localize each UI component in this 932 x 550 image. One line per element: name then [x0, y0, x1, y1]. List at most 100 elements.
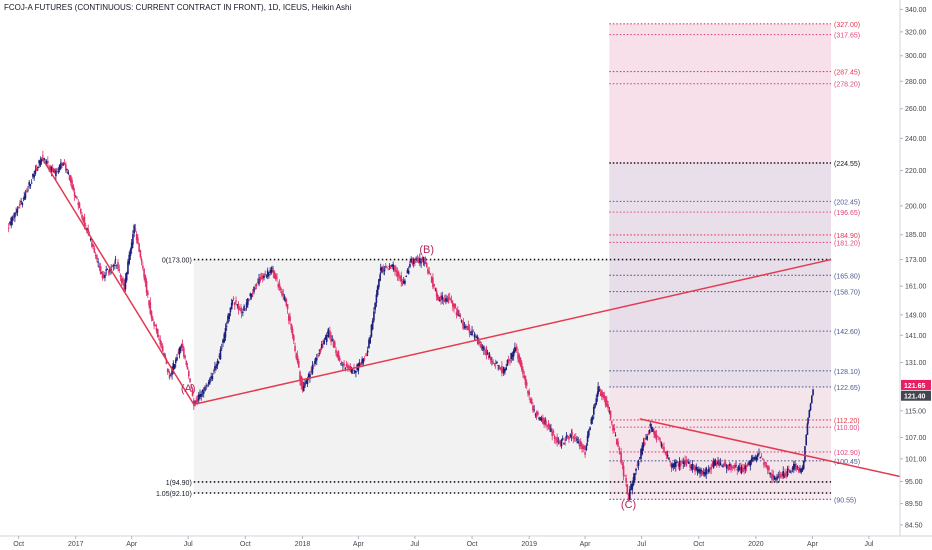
- y-tick-label: 185.00: [905, 232, 927, 239]
- trend-line[interactable]: [639, 418, 901, 478]
- y-tick-label: 200.00: [905, 203, 927, 210]
- candle: [496, 360, 498, 365]
- candle: [49, 165, 52, 171]
- candle: [94, 252, 97, 259]
- candle: [555, 437, 557, 445]
- candle: [15, 207, 17, 216]
- candle: [624, 475, 626, 477]
- candle: [204, 385, 206, 392]
- candle: [29, 183, 32, 189]
- candle: [782, 466, 785, 479]
- candle: [591, 414, 594, 425]
- candle: [450, 295, 453, 304]
- candle: [284, 296, 286, 303]
- candle: [228, 312, 230, 322]
- x-tick-label: 2018: [295, 541, 311, 548]
- trend-line[interactable]: [40, 156, 195, 405]
- candle: [646, 433, 649, 441]
- candle: [342, 361, 344, 371]
- candle: [73, 187, 76, 201]
- candle: [345, 360, 348, 368]
- candle: [568, 435, 570, 443]
- candle: [732, 465, 735, 469]
- candle: [74, 195, 77, 198]
- candle: [155, 323, 158, 334]
- candle: [473, 331, 476, 341]
- candle: [769, 472, 771, 478]
- candle: [120, 275, 123, 286]
- candle: [373, 307, 375, 323]
- candle: [519, 357, 522, 368]
- fib-extension-zone-middle: [609, 163, 832, 387]
- y-tick-label: 141.00: [905, 333, 927, 340]
- candle: [70, 174, 72, 187]
- candle: [663, 442, 665, 453]
- candle: [19, 200, 21, 209]
- candle: [37, 166, 39, 171]
- candle: [740, 464, 743, 475]
- candle: [614, 432, 617, 437]
- candle: [302, 381, 305, 392]
- candle: [215, 363, 217, 371]
- candle: [672, 463, 675, 471]
- candle: [577, 436, 580, 445]
- candle: [760, 453, 763, 458]
- candle: [650, 423, 653, 433]
- candle: [134, 223, 137, 233]
- candle: [749, 459, 752, 471]
- candle: [799, 465, 801, 474]
- candle: [731, 465, 734, 471]
- candle: [665, 450, 668, 460]
- candle: [637, 459, 640, 470]
- candle: [618, 446, 621, 455]
- candle: [626, 484, 629, 495]
- candle: [684, 455, 686, 465]
- candle: [534, 412, 537, 418]
- candle: [125, 271, 128, 283]
- candle: [688, 458, 690, 465]
- candle: [412, 257, 415, 268]
- candle: [258, 274, 260, 287]
- candle: [97, 258, 99, 268]
- candle: [170, 372, 172, 377]
- candle: [528, 388, 530, 400]
- candle: [440, 292, 442, 305]
- candle: [132, 230, 134, 248]
- candle: [660, 441, 663, 449]
- candle: [682, 457, 685, 469]
- candle: [216, 358, 219, 370]
- candle: [329, 326, 331, 340]
- candle: [537, 410, 539, 416]
- candle: [150, 310, 153, 322]
- candle: [197, 391, 200, 403]
- candle: [273, 270, 276, 279]
- candle: [691, 460, 694, 473]
- candle: [645, 433, 647, 440]
- candle: [809, 402, 812, 412]
- candle: [601, 389, 603, 401]
- candle: [499, 367, 502, 371]
- candle: [754, 454, 757, 461]
- y-tick-label: 115.00: [905, 408, 926, 415]
- trend-line[interactable]: [193, 258, 832, 406]
- candle: [220, 343, 223, 351]
- candle: [396, 267, 399, 281]
- wave-label: (B): [419, 244, 434, 256]
- candle: [804, 445, 806, 463]
- candle: [697, 466, 700, 474]
- x-tick-label: Oct: [467, 541, 478, 548]
- candle: [384, 263, 387, 270]
- candle: [797, 467, 800, 473]
- candle: [738, 463, 741, 472]
- candle: [96, 253, 98, 263]
- candle: [222, 338, 224, 348]
- candle: [678, 457, 681, 471]
- candle: [602, 392, 604, 401]
- candle: [318, 349, 321, 357]
- candle: [772, 470, 775, 482]
- candle: [451, 300, 454, 312]
- candle: [311, 360, 314, 375]
- candle: [140, 256, 143, 266]
- candle: [205, 383, 208, 390]
